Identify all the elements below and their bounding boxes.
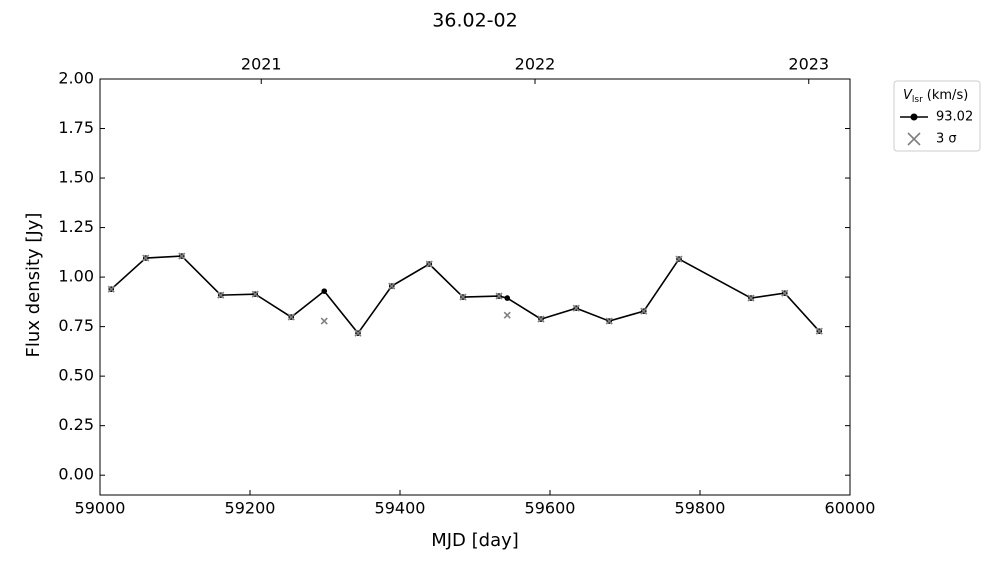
sigma-marker-stroke: [537, 315, 545, 323]
sigma-marker-stroke: [388, 282, 396, 290]
y-axis-label: Flux density [Jy]: [23, 213, 44, 358]
sigma-marker-stroke: [605, 317, 613, 325]
x-tick-label: 59400: [375, 499, 426, 518]
sigma-marker-stroke: [495, 292, 503, 300]
y-tick-label: 0.25: [58, 415, 94, 434]
sigma-marker: [640, 307, 648, 315]
y-tick-label: 1.75: [58, 118, 94, 137]
legend: Vlsr (km/s) 93.02 3 σ: [893, 80, 981, 152]
legend-marker: [907, 132, 921, 146]
sigma-marker: [178, 252, 186, 260]
data-point: [504, 295, 511, 301]
sigma-marker: [107, 285, 115, 293]
legend-marker-stroke: [907, 132, 921, 146]
sigma-marker: [537, 315, 545, 323]
legend-title-unit: (km/s): [927, 88, 969, 103]
sigma-marker: [495, 292, 503, 300]
x2-tick-label: 2023: [788, 55, 829, 74]
x-tick-label: 60000: [825, 499, 876, 518]
chart-title: 36.02-02: [432, 10, 517, 32]
sigma-marker-stroke: [503, 311, 511, 319]
data-point: [321, 288, 328, 294]
x-tick-label: 59600: [525, 499, 576, 518]
legend-label: 93.02: [936, 110, 973, 125]
legend-title-symbol: V: [903, 88, 913, 103]
y-tick-label: 0.75: [58, 316, 94, 335]
x2-tick-label: 2021: [241, 55, 282, 74]
legend-title: Vlsr (km/s): [903, 88, 968, 105]
sigma-marker-stroke: [354, 329, 362, 337]
sigma-marker: [781, 289, 789, 297]
sigma-marker-stroke: [287, 313, 295, 321]
sigma-marker-stroke: [251, 290, 259, 298]
sigma-marker: [572, 304, 580, 312]
x-tick-label: 59800: [675, 499, 726, 518]
plot-frame: [99, 78, 851, 496]
sigma-marker-stroke: [320, 317, 328, 325]
sigma-marker-stroke: [459, 293, 467, 301]
legend-label: 3 σ: [936, 132, 957, 147]
sigma-marker: [217, 291, 225, 299]
sigma-marker-stroke: [640, 307, 648, 315]
x-tick-label: 59000: [75, 499, 126, 518]
sigma-marker: [142, 254, 150, 262]
sigma-marker: [425, 260, 433, 268]
x-axis-label: MJD [day]: [431, 530, 519, 551]
sigma-marker-stroke: [781, 289, 789, 297]
sigma-marker: [503, 311, 511, 319]
sigma-marker-stroke: [572, 304, 580, 312]
sigma-marker: [459, 293, 467, 301]
legend-box: [893, 80, 981, 152]
sigma-marker-stroke: [107, 285, 115, 293]
y-tick-label: 2.00: [58, 69, 94, 88]
sigma-marker: [815, 327, 823, 335]
sigma-marker: [388, 282, 396, 290]
y-tick-label: 0.00: [58, 465, 94, 484]
x2-tick-label: 2022: [515, 55, 556, 74]
sigma-marker-stroke: [178, 252, 186, 260]
y-tick-label: 1.25: [58, 217, 94, 236]
sigma-marker: [747, 294, 755, 302]
sigma-marker-stroke: [675, 255, 683, 263]
sigma-marker: [354, 329, 362, 337]
sigma-marker-stroke: [142, 254, 150, 262]
sigma-marker: [675, 255, 683, 263]
sigma-marker-stroke: [747, 294, 755, 302]
y-tick-label: 1.00: [58, 267, 94, 286]
x-tick-label: 59200: [225, 499, 276, 518]
sigma-marker-stroke: [425, 260, 433, 268]
sigma-marker: [251, 290, 259, 298]
y-tick-label: 0.50: [58, 366, 94, 385]
sigma-marker: [605, 317, 613, 325]
sigma-marker: [320, 317, 328, 325]
sigma-marker-stroke: [815, 327, 823, 335]
y-tick-label: 1.50: [58, 168, 94, 187]
sigma-marker: [287, 313, 295, 321]
legend-marker: [910, 113, 918, 121]
legend-title-subscript: lsr: [912, 95, 923, 105]
sigma-marker-stroke: [217, 291, 225, 299]
